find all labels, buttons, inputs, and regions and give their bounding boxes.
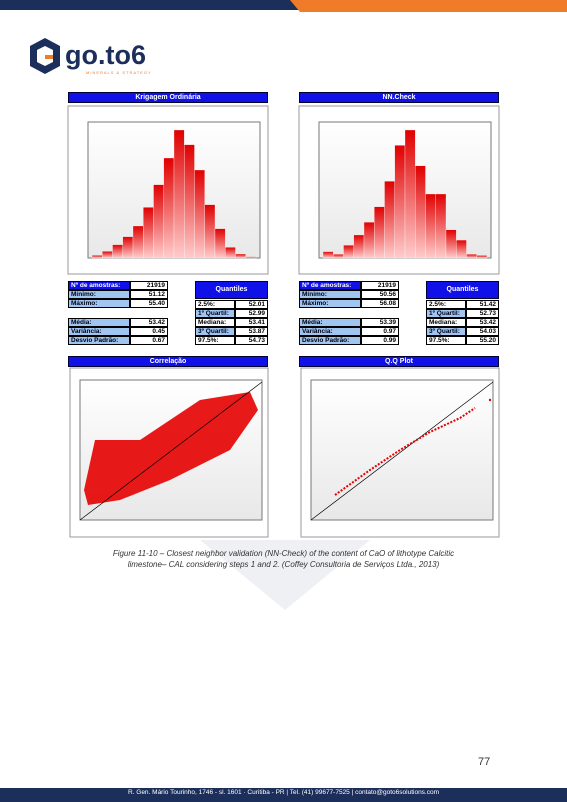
histogram-bar	[102, 251, 113, 259]
quantile-value: 55.20	[466, 336, 499, 345]
header-stripe	[0, 0, 310, 10]
histogram-bar	[363, 222, 375, 259]
stat-label: Desvio Padrão:	[68, 336, 130, 345]
quantile-value: 53.87	[235, 327, 268, 336]
quantile-label: Mediana:	[426, 318, 466, 327]
stat-label: Máximo:	[68, 299, 130, 308]
histogram-bar	[445, 229, 457, 259]
quantile-value: 54.03	[466, 327, 499, 336]
stat-value: 0.97	[361, 327, 399, 336]
histogram-bar	[112, 244, 123, 259]
quantiles-title: Quantiles	[195, 281, 268, 299]
stat-label: Variância:	[68, 327, 130, 336]
caption: Figure 11-10 – Closest neighbor validati…	[0, 548, 567, 570]
histogram-bar	[476, 255, 488, 259]
header-stripe	[290, 0, 567, 12]
panel-title: Correlação	[68, 356, 268, 367]
quantile-value: 51.42	[466, 300, 499, 309]
quantile-value: 53.42	[466, 318, 499, 327]
quantile-label: 3º Quartil:	[195, 327, 235, 336]
stat-value: 53.42	[130, 318, 168, 327]
histogram-bar	[245, 256, 257, 259]
histogram-bar	[435, 193, 447, 259]
histogram-bar	[353, 234, 365, 259]
footer: R. Gen. Mário Tourinho, 1746 - sl. 1601 …	[127, 789, 440, 796]
histogram-bar	[466, 254, 477, 259]
stat-value: 51.12	[130, 290, 168, 299]
histogram-bar	[394, 145, 406, 259]
qq-plot	[300, 367, 500, 538]
stat-label: Variância:	[299, 327, 361, 336]
panel-title: NN.Check	[299, 92, 499, 103]
quantile-label: 2.5%:	[426, 300, 466, 309]
histogram-bar	[456, 239, 467, 259]
histogram-bar	[374, 206, 385, 259]
stat-label: Média:	[299, 318, 361, 327]
panel-title: Q.Q Plot	[299, 356, 499, 367]
quantile-value: 52.73	[466, 309, 499, 318]
quantile-label: 1º Quartil:	[195, 309, 235, 318]
quantile-value: 52.99	[235, 309, 268, 318]
quantile-value: 54.73	[235, 336, 268, 345]
quantile-value: 53.41	[235, 318, 268, 327]
caption-line: limestone– CAL considering steps 1 and 2…	[127, 560, 440, 569]
logo: go.to6	[65, 40, 146, 70]
stat-label: Nº de amostras:	[68, 281, 130, 290]
histogram-bar	[425, 193, 436, 259]
stat-label: Mínimo:	[299, 290, 361, 299]
caption-line: Figure 11-10 – Closest neighbor validati…	[112, 549, 455, 558]
stat-label: Mínimo:	[68, 290, 130, 299]
histogram-bar	[404, 129, 416, 259]
histogram-bar	[384, 181, 395, 259]
stat-value: 0.45	[130, 327, 168, 336]
stat-value: 56.08	[361, 299, 399, 308]
page-number: 77	[478, 756, 491, 768]
histogram-bar	[204, 204, 216, 259]
histogram-bar	[91, 255, 103, 259]
histogram-bar	[225, 247, 236, 259]
watermark	[200, 540, 370, 610]
stat-value: 21919	[361, 281, 399, 290]
histogram-bar	[235, 253, 246, 259]
histogram-bar	[214, 228, 226, 259]
histogram-bar	[415, 165, 426, 259]
quantile-label: 1º Quartil:	[426, 309, 466, 318]
quantile-label: 2.5%:	[195, 300, 235, 309]
footer-bar	[0, 788, 567, 802]
stat-value: 0.99	[361, 336, 399, 345]
stat-label: Média:	[68, 318, 130, 327]
stat-value: 50.56	[361, 290, 399, 299]
stat-value: 55.40	[130, 299, 168, 308]
panel-title: Krigagem Ordinária	[68, 92, 268, 103]
histogram-bar	[173, 129, 185, 259]
histogram-bar	[343, 245, 354, 259]
quantile-label: Mediana:	[195, 318, 235, 327]
histogram-bar	[184, 144, 195, 259]
quantile-label: 97.5%:	[195, 336, 235, 345]
histogram-bar	[153, 184, 164, 259]
histogram-bar	[122, 236, 134, 259]
histogram-bar	[322, 251, 334, 259]
logo-tagline: MINERALS & STRATEGY	[86, 70, 152, 75]
stat-value: 53.39	[361, 318, 399, 327]
quantiles-title: Quantiles	[426, 281, 499, 299]
quantile-label: 97.5%:	[426, 336, 466, 345]
histogram-bar	[163, 157, 175, 259]
quantile-label: 3º Quartil:	[426, 327, 466, 336]
histogram-bar	[333, 254, 344, 259]
scatter-cloud	[69, 367, 269, 538]
histogram-bar	[132, 225, 144, 259]
stat-label: Máximo:	[299, 299, 361, 308]
logo-icon	[30, 38, 60, 74]
histogram-bar	[143, 207, 154, 259]
stat-label: Nº de amostras:	[299, 281, 361, 290]
histogram-bar	[194, 169, 205, 259]
stat-value: 21919	[130, 281, 168, 290]
quantile-value: 52.01	[235, 300, 268, 309]
stat-value: 0.67	[130, 336, 168, 345]
stat-label: Desvio Padrão:	[299, 336, 361, 345]
